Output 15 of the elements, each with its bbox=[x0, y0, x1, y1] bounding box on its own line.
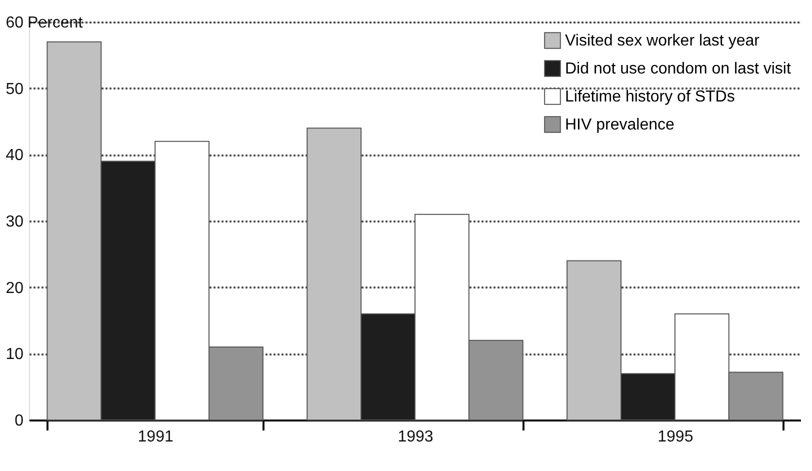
y-tick-label: 30 bbox=[6, 214, 24, 230]
legend-label: Lifetime history of STDs bbox=[565, 88, 735, 106]
y-tick-label: 20 bbox=[6, 280, 24, 297]
y-tick-label: 40 bbox=[6, 147, 24, 164]
x-tick-label: 1995 bbox=[658, 428, 694, 446]
x-tick-label: 1991 bbox=[138, 428, 174, 446]
y-tick-label: 10 bbox=[6, 346, 24, 364]
y-tick-label: 60 bbox=[6, 14, 24, 32]
y-tick-label: 50 bbox=[6, 80, 24, 98]
y-tick-label: 0 bbox=[14, 412, 24, 430]
legend-label: HIV prevalence bbox=[565, 116, 674, 134]
legend-label: Visited sex worker last year bbox=[565, 32, 760, 50]
legend-label: Did not use condom on last visit bbox=[565, 60, 792, 78]
y-axis-title: Percent bbox=[28, 14, 84, 32]
x-tick-label: 1993 bbox=[398, 428, 434, 446]
